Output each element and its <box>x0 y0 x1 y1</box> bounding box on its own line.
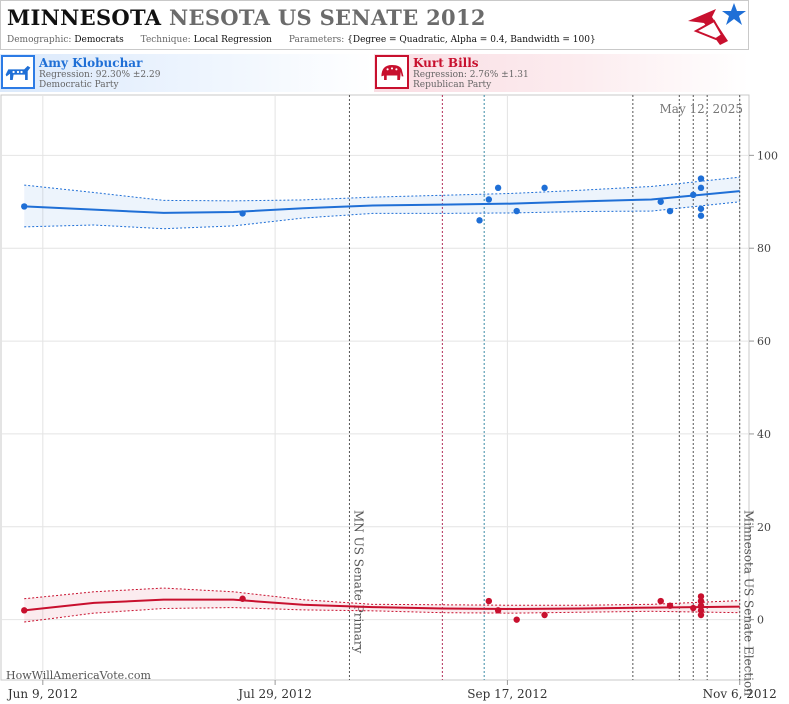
candidate-bills: Kurt Bills Regression: 2.76% ±1.31 Repub… <box>374 54 749 92</box>
amy-klobuchar-poll-point <box>657 198 664 205</box>
kurt-bills-poll-point <box>513 616 520 623</box>
elephant-icon <box>375 55 409 89</box>
amy-klobuchar-poll-point <box>697 175 705 182</box>
x-tick-label: Jun 9, 2012 <box>6 687 78 701</box>
kurt-bills-upper-bound <box>24 587 740 606</box>
parameters-line: Demographic: Democrats Technique: Local … <box>7 35 610 45</box>
event-lines: MN US Senate Primary Minnesota US Senate … <box>348 95 756 696</box>
amy-klobuchar-band <box>24 177 740 229</box>
parameters-value: {Degree = Quadratic, Alpha = 0.4, Bandwi… <box>347 35 596 45</box>
amy-klobuchar-poll-point <box>666 207 674 215</box>
kurt-bills-band <box>24 588 740 622</box>
amy-klobuchar-poll-point <box>239 210 246 217</box>
technique-value: Local Regression <box>193 35 272 45</box>
watermark: HowWillAmericaVote.com <box>6 669 151 682</box>
y-tick-label: 40 <box>757 428 771 441</box>
amy-klobuchar-poll-point <box>697 184 705 192</box>
kurt-bills-poll-point <box>697 607 705 614</box>
candidate-name: Kurt Bills <box>413 56 479 70</box>
candidate-party: Republican Party <box>413 80 492 90</box>
y-tick-label: 0 <box>757 614 764 627</box>
kurt-bills-poll-point <box>697 597 705 605</box>
star-flag-logo-icon <box>688 3 746 45</box>
kurt-bills-poll-point <box>690 604 697 612</box>
candidate-party: Democratic Party <box>39 80 119 90</box>
amy-klobuchar-trend-line <box>24 190 740 214</box>
x-tick-label: Sep 17, 2012 <box>467 687 547 701</box>
technique-label: Technique: <box>140 35 191 45</box>
poll-points <box>21 175 705 623</box>
kurt-bills-poll-point <box>494 607 502 614</box>
amy-klobuchar-poll-point <box>476 217 483 224</box>
event-label: Minnesota US Senate Election <box>742 510 756 696</box>
trend-lines <box>24 190 740 612</box>
kurt-bills-poll-point <box>21 607 28 614</box>
candidate-name: Amy Klobuchar <box>39 56 143 70</box>
amy-klobuchar-upper-bound <box>24 176 740 202</box>
kurt-bills-poll-point <box>666 602 674 609</box>
candidate-regression: Regression: 92.30% ±2.29 <box>39 70 161 80</box>
kurt-bills-poll-point <box>485 597 493 605</box>
amy-klobuchar-poll-point <box>690 191 697 199</box>
kurt-bills-lower-bound <box>24 607 740 623</box>
amy-klobuchar-poll-point <box>513 207 520 215</box>
poll-chart: MN US Senate Primary Minnesota US Senate … <box>0 94 778 701</box>
donkey-icon <box>1 55 35 89</box>
y-tick-label: 60 <box>757 335 771 348</box>
event-label: MN US Senate Primary <box>351 510 365 654</box>
y-tick-label: 100 <box>757 149 778 162</box>
kurt-bills-poll-point <box>697 602 705 609</box>
parameters-label: Parameters: <box>288 35 345 45</box>
title-state: MINNESOTA <box>7 5 162 30</box>
axis-labels: 0 20 40 60 80 100 Jun 9, 2012 Jul 29, 2012 Sep 1… <box>6 149 778 701</box>
amy-klobuchar-poll-point <box>485 196 493 203</box>
demographic-label: Demographic: <box>7 35 72 45</box>
candidate-regression: Regression: 2.76% ±1.31 <box>413 70 529 80</box>
kurt-bills-poll-point <box>697 593 705 600</box>
date-stamp: May 12, 2025 <box>660 102 743 116</box>
amy-klobuchar-poll-point <box>697 205 705 212</box>
kurt-bills-poll-point <box>657 597 664 605</box>
chart-title: MINNESOTA NESOTA US SENATE 2012 <box>7 5 486 30</box>
x-tick-label: Jul 29, 2012 <box>236 687 312 701</box>
confidence-bands <box>24 176 740 623</box>
plot-frame <box>0 94 750 681</box>
amy-klobuchar-poll-point <box>21 203 28 210</box>
candidate-klobuchar: Amy Klobuchar Regression: 92.30% ±2.29 D… <box>0 54 374 92</box>
amy-klobuchar-poll-point <box>541 184 548 192</box>
kurt-bills-poll-point <box>541 611 548 619</box>
kurt-bills-trend-line <box>24 598 740 612</box>
kurt-bills-poll-point <box>239 595 246 602</box>
amy-klobuchar-poll-point <box>697 212 705 219</box>
y-tick-label: 80 <box>757 242 771 255</box>
x-tick-label: Nov 6, 2012 <box>703 687 777 701</box>
demographic-value: Democrats <box>74 35 124 45</box>
amy-klobuchar-poll-point <box>494 184 502 192</box>
chart-header: MINNESOTA NESOTA US SENATE 2012 Demograp… <box>0 0 749 50</box>
amy-klobuchar-lower-bound <box>24 201 740 230</box>
title-race: NESOTA US SENATE 2012 <box>169 5 486 30</box>
kurt-bills-poll-point <box>697 611 705 619</box>
y-tick-label: 20 <box>757 521 771 534</box>
